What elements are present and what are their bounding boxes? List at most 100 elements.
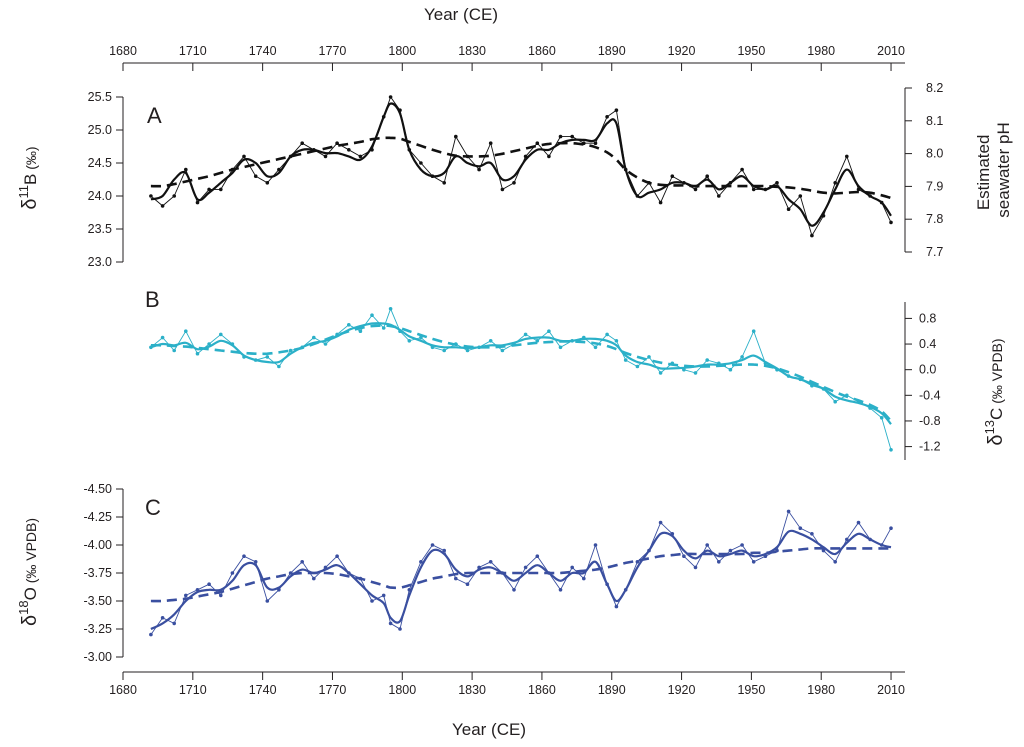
top-year-axis: Year (CE) 1680 1710 1740 1770 1800 1830 1860 18… [109,5,905,71]
point-c-33 [523,565,528,570]
bottom-tick-label-1950: 1950 [737,683,765,697]
point-c-48 [693,565,698,570]
point-b-30 [488,339,493,343]
point-c-12 [288,571,293,575]
point-b-10 [265,355,270,359]
panel-a: A 25.5 25.0 24.5 24.0 23.5 23.0 8.2 8.1 8.0 7.9 7… [16,81,1013,269]
point-b-2 [172,348,176,353]
point-c-3 [184,593,188,598]
top-xlabel: Year (CE) [424,5,498,24]
bottom-tick-label-1680: 1680 [109,683,137,697]
point-a-26 [442,181,447,185]
point-a-18 [358,154,363,159]
point-a-48 [693,187,698,192]
bottom-tick-label-1830: 1830 [458,683,486,697]
point-b-36 [558,345,563,350]
y2tick-label-5: 7.7 [926,245,943,259]
point-c-1 [160,616,165,620]
point-c-13 [300,560,305,564]
ytick-label-a-5: 23.0 [88,255,112,269]
point-b-17 [347,323,351,327]
series-c-smooth-line [150,529,892,631]
top-tick-label-1890: 1890 [598,44,626,58]
series-a-trend-line [150,136,892,200]
point-a-36 [558,134,563,139]
point-a-40 [605,115,609,119]
top-tick-label-1800: 1800 [388,44,416,58]
point-c-52 [740,543,744,547]
panel-b-letter: B [145,287,160,312]
point-c-36 [558,588,563,592]
point-b-53 [751,329,756,334]
panel-c-yticks: -4.50 -4.25 -4.00 -3.75 -3.50 -3.25 -3.00 [84,482,123,664]
panel-b: B 0.8 0.4 0.0 -0.4 -0.8 -1.2 δ13C (‰ VPDB) [145,287,1007,460]
point-a-49 [705,174,709,178]
point-b-23 [407,339,412,343]
point-b-45 [658,371,663,375]
point-c-10 [265,599,270,603]
point-a-57 [798,194,803,198]
point-c-2 [172,621,176,626]
point-c-22 [398,627,402,631]
point-b-11 [277,364,281,369]
panel-c-ylabel: δ18O (‰ VPDB) [16,518,41,626]
point-c-49 [705,543,709,547]
top-tick-label-1860: 1860 [528,44,556,58]
point-c-51 [728,548,733,553]
point-b-20 [381,326,386,330]
point-c-57 [798,526,803,530]
point-b-14 [312,335,316,340]
point-b-18 [358,329,363,334]
point-a-1 [160,204,165,208]
point-a-8 [242,154,246,159]
top-tick-label-1980: 1980 [807,44,835,58]
point-a-32 [512,181,516,185]
point-b-42 [623,358,628,362]
bottom-tick-label-1770: 1770 [319,683,347,697]
point-c-34 [535,554,540,558]
point-c-21 [388,621,393,626]
point-a-41 [614,108,619,112]
point-a-61 [845,154,849,159]
point-c-53 [751,560,756,564]
point-c-6 [219,593,223,598]
top-tick-label-1740: 1740 [249,44,277,58]
panel-a-yticks: 25.5 25.0 24.5 24.0 23.5 23.0 [88,90,123,269]
point-a-39 [593,141,598,145]
ytick-label-a-0: 25.5 [88,90,112,104]
top-tick-label-1770: 1770 [319,44,347,58]
point-c-41 [614,604,619,609]
point-b-28 [465,348,470,353]
point-a-15 [323,154,328,159]
point-b-19 [370,313,374,318]
point-c-5 [207,582,211,586]
point-a-53 [751,187,756,192]
bottom-xlabel: Year (CE) [452,720,526,739]
panel-c-plot [149,509,893,637]
ytick-label-b-1: 0.4 [919,337,936,351]
bottom-axis-ticks: 1680 1710 1740 1770 1800 1830 1860 1890 1920 1950… [109,672,905,697]
point-c-14 [312,576,316,581]
point-a-30 [488,141,493,145]
panel-a-letter: A [147,103,162,128]
point-c-37 [570,565,574,570]
panel-b-plot [149,307,893,452]
point-a-46 [670,174,675,178]
y2tick-label-1: 8.1 [926,114,943,128]
top-tick-label-1830: 1830 [458,44,486,58]
ytick-label-c-5: -3.25 [84,622,113,636]
point-a-34 [535,141,540,145]
ytick-label-b-4: -0.8 [919,414,941,428]
ytick-label-c-4: -3.50 [84,594,113,608]
ytick-label-b-2: 0.0 [919,363,936,377]
point-a-50 [717,194,721,198]
point-a-16 [335,141,339,145]
bottom-tick-label-1800: 1800 [388,683,416,697]
point-b-49 [705,358,709,362]
point-c-7 [230,571,235,575]
top-tick-label-1950: 1950 [737,44,765,58]
point-a-37 [570,134,574,139]
point-b-64 [879,416,884,420]
point-a-52 [740,167,744,172]
point-b-21 [388,307,393,311]
